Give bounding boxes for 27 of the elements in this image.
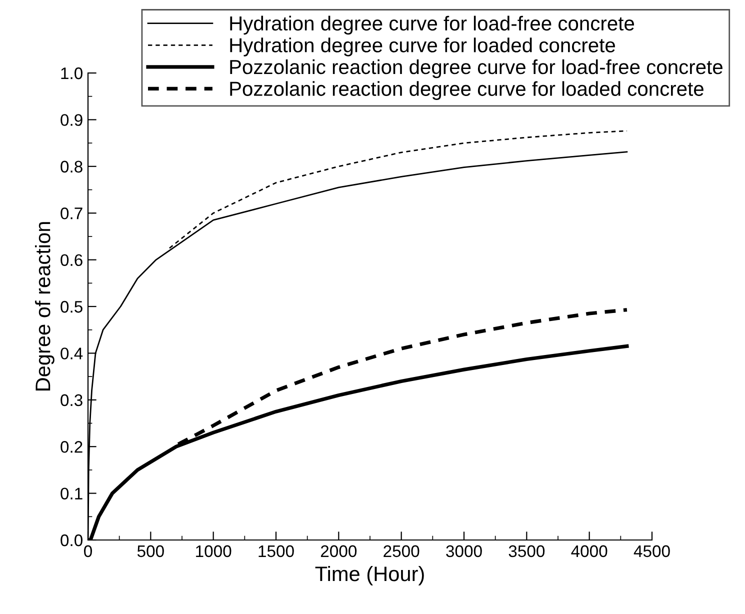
x-tick-label: 1500 <box>258 545 294 558</box>
x-tick-label: 2000 <box>320 545 357 558</box>
legend-label: Hydration degree curve for loaded concrete <box>230 38 615 56</box>
x-tick-label: 4000 <box>571 545 608 558</box>
x-tick-label: 500 <box>137 545 164 558</box>
y-tick-label: 0.1 <box>60 488 82 500</box>
x-tick-label: 2500 <box>384 545 420 558</box>
legend-label: Pozzolanic reaction degree curve for loaded concrete <box>230 81 704 100</box>
y-tick-label: 0.4 <box>60 348 83 360</box>
y-tick-label: 0.3 <box>60 394 82 406</box>
legend-label: Hydration degree curve for load-free concrete <box>230 16 634 35</box>
legend-label: Pozzolanic reaction degree curve for load-free concrete <box>230 59 722 78</box>
y-tick-label: 0.8 <box>60 160 82 173</box>
y-tick-label: 0.0 <box>60 534 82 546</box>
y-tick-label: 0.6 <box>60 254 82 266</box>
y-axis-title: Degree of reaction <box>34 222 54 390</box>
y-tick-label: 0.9 <box>60 114 82 126</box>
x-tick-label: 3500 <box>508 545 545 558</box>
y-tick-label: 1.0 <box>61 67 82 80</box>
x-axis-title: Time (Hour) <box>315 566 424 586</box>
x-tick-label: 3000 <box>446 545 482 558</box>
x-tick-label: 0 <box>84 545 92 558</box>
x-tick-label: 4500 <box>634 545 670 558</box>
x-tick-label: 1000 <box>196 545 232 558</box>
y-tick-label: 0.5 <box>60 300 82 313</box>
y-tick-label: 0.7 <box>60 208 82 220</box>
y-tick-label: 0.2 <box>60 441 82 453</box>
